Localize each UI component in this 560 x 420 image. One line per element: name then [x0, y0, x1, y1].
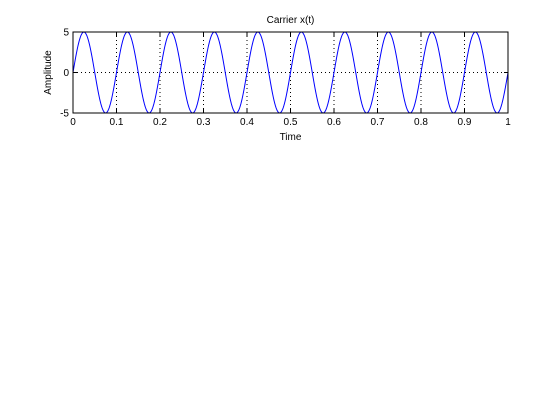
tick-marks [72, 31, 509, 114]
series-line-carrier [72, 31, 509, 114]
x-tick-label: 0.1 [110, 117, 124, 128]
x-tick-label: 0 [70, 117, 76, 128]
y-tick-label: 0 [63, 68, 69, 79]
y-axis-label: Amplitude [43, 50, 54, 95]
x-tick-labels: 0 0.1 0.2 0.3 0.4 0.5 0.6 0.7 0.8 0.9 1 [70, 117, 511, 128]
x-tick-label: 0.7 [371, 117, 385, 128]
x-tick-label: 0.8 [414, 117, 428, 128]
chart-title: Carrier x(t) [267, 15, 315, 26]
x-tick-label: 0.2 [153, 117, 167, 128]
x-tick-label: 0.6 [327, 117, 341, 128]
x-tick-label: 1 [505, 117, 511, 128]
x-tick-label: 0.9 [458, 117, 472, 128]
y-tick-label: -5 [60, 109, 69, 120]
y-tick-label: 5 [63, 28, 69, 39]
x-axis-label: Time [280, 132, 302, 143]
x-tick-label: 0.3 [197, 117, 211, 128]
x-tick-label: 0.5 [284, 117, 298, 128]
x-tick-label: 0.4 [240, 117, 254, 128]
y-tick-labels: -5 0 5 [60, 28, 69, 120]
